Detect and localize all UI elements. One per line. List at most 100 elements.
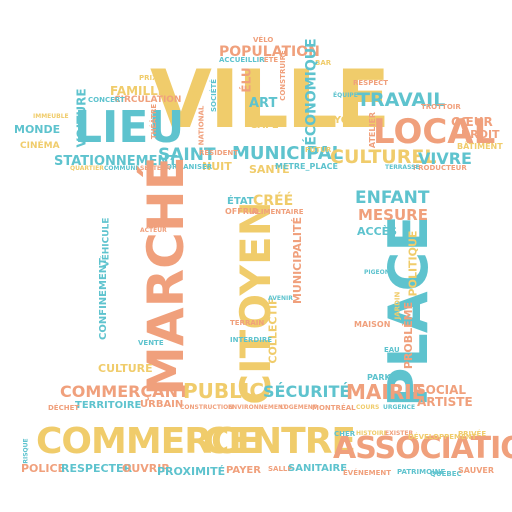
word-ouvrir: OUVRIR bbox=[122, 462, 170, 475]
word-logement: LOGEMENT bbox=[280, 404, 317, 411]
word-travail: TRAVAIL bbox=[357, 89, 446, 111]
word-famille: FAMILLE bbox=[110, 84, 167, 98]
word-mesure: MESURE bbox=[358, 206, 428, 224]
word-police: POLICE bbox=[21, 462, 66, 475]
word-ecole: ÉCOLE bbox=[191, 82, 200, 109]
word-sanitaire: SANITAIRE bbox=[288, 463, 348, 474]
word-economique: ÉCONOMIQUE bbox=[303, 38, 320, 146]
word-trottoir: TROTTOIR bbox=[421, 103, 461, 111]
word-cafe: CAFÉ bbox=[250, 120, 279, 131]
word-lyon: LYON bbox=[329, 115, 358, 126]
word-mairie: MAIRIE bbox=[346, 380, 426, 404]
word-culturel: CULTUREL bbox=[330, 146, 437, 168]
word-velo: VÉLO bbox=[253, 36, 274, 44]
word-construction: CONSTRUCTION bbox=[180, 404, 234, 411]
word-enfant: ENFANT bbox=[355, 188, 430, 208]
word-societe: SOCIÉTÉ bbox=[210, 78, 219, 113]
word-environnement: ENVIRONNEMENT bbox=[228, 404, 288, 411]
word-montreal: MONTRÉAL bbox=[312, 404, 356, 412]
word-batiment: BÂTIMENT bbox=[457, 142, 503, 151]
word-pigeon: PIGEON bbox=[364, 269, 390, 276]
word-immeuble: IMMEUBLE bbox=[33, 113, 69, 120]
word-acteur: ACTEUR bbox=[140, 227, 167, 234]
word-stationnement: STATIONNEMENT bbox=[54, 154, 178, 169]
word-dechet: DÉCHET bbox=[48, 404, 80, 412]
word-respect: RESPECT bbox=[353, 79, 389, 87]
word-eau: EAU bbox=[384, 346, 400, 354]
word-histoire: HISTOIRE bbox=[356, 430, 388, 437]
word-atelier: ATELIER bbox=[368, 111, 378, 149]
word-circulation: CIRCULATION bbox=[114, 95, 182, 105]
word-population: POPULATION bbox=[219, 44, 320, 60]
word-municipal: MUNICIPAL bbox=[232, 143, 344, 164]
word-cinema: CINÉMA bbox=[20, 141, 60, 151]
word-offrir: OFFRIR bbox=[225, 207, 259, 216]
word-terrain: TERRAIN bbox=[230, 319, 265, 327]
word-patrimoine: PATRIMOINE bbox=[397, 468, 446, 476]
word-coeur: CŒUR bbox=[451, 115, 493, 129]
word-territoire: TERRITOIRE bbox=[75, 400, 142, 411]
word-theatre: THÉÂTRE bbox=[150, 103, 159, 140]
word-risque: RISQUE bbox=[22, 438, 30, 464]
word-national: NATIONAL bbox=[197, 105, 206, 146]
word-producteur: PRODUCTEUR bbox=[413, 164, 467, 172]
word-association: ASSOCIATION bbox=[333, 431, 512, 466]
word-quartier: QUARTIER bbox=[70, 165, 104, 172]
word-urbain: URBAIN bbox=[140, 399, 184, 410]
word-parking: PARKING bbox=[367, 373, 407, 382]
word-politique: POLITIQUE bbox=[406, 230, 420, 297]
word-ville: VILLE bbox=[150, 53, 390, 146]
word-monde: MONDE bbox=[14, 123, 61, 136]
word-saint: SAINT bbox=[158, 145, 216, 165]
word-sauver: SAUVER bbox=[458, 466, 495, 475]
word-centre: CENTRE bbox=[203, 421, 356, 462]
word-evenement: ÉVÉNEMENT bbox=[343, 469, 392, 477]
word-commune: COMMUNE bbox=[104, 165, 140, 172]
word-lieu: LIEU bbox=[74, 102, 185, 153]
word-vente: VENTE bbox=[138, 339, 164, 347]
word-alimentaire: ALIMENTAIRE bbox=[251, 208, 304, 216]
word-futur: FUTUR bbox=[305, 146, 332, 154]
word-respecter: RESPECTER bbox=[61, 462, 133, 475]
word-prix: PRIX bbox=[139, 74, 158, 82]
word-marche: MARCHÉ bbox=[136, 156, 195, 396]
word-collectif: COLLECTIF bbox=[266, 297, 280, 364]
word-public: PUBLIC bbox=[183, 379, 265, 403]
word-proximite: PROXIMITÉ bbox=[157, 465, 226, 478]
word-voiture: VOITURE bbox=[74, 88, 89, 148]
word-social: SOCIAL bbox=[417, 383, 467, 397]
word-fete: FÊTE bbox=[259, 56, 279, 64]
word-interdire: INTERDIRE bbox=[230, 336, 272, 344]
word-acces: ACCÈS bbox=[357, 225, 398, 238]
word-accueillir: ACCUEILLIR bbox=[219, 56, 265, 64]
word-local: LOCAL bbox=[373, 112, 496, 152]
word-exister: EXISTER bbox=[385, 430, 414, 437]
word-commerce: COMMERCE bbox=[36, 421, 261, 462]
word-construire: CONSTRUIRE bbox=[278, 50, 287, 101]
word-urgence: URGENCE bbox=[383, 404, 416, 411]
word-developpement: DÉVELOPPEMENT bbox=[408, 433, 477, 441]
word-municipalite: MUNICIPALITÉ bbox=[291, 216, 305, 305]
word-salle: SALLE bbox=[268, 465, 293, 473]
word-jardin: JARDIN bbox=[393, 291, 402, 320]
word-resident: RÉSIDENT bbox=[199, 149, 239, 157]
word-organiser: ORGANISER bbox=[166, 163, 213, 171]
word-avenir: AVENIR bbox=[268, 295, 293, 302]
word-secteur: SECTEUR bbox=[140, 165, 171, 172]
word-bar: BAR bbox=[315, 59, 332, 67]
word-elu: ÉLU bbox=[239, 67, 254, 93]
word-artiste: ARTISTE bbox=[417, 395, 473, 409]
word-cher: CHER bbox=[334, 430, 356, 438]
word-sante: SANTÉ bbox=[249, 163, 290, 176]
word-terrasse: TERRASSE bbox=[385, 164, 420, 171]
word-confinement: CONFINEMENT bbox=[97, 258, 109, 340]
word-nuit: NUIT bbox=[202, 160, 232, 173]
word-commercant: COMMERÇANT bbox=[60, 382, 189, 401]
word-droit: DROIT bbox=[461, 128, 500, 141]
word-equipe: ÉQUIPE bbox=[333, 92, 358, 99]
word-vivre: VIVRE bbox=[418, 149, 472, 168]
word-cours: COURS bbox=[356, 404, 380, 411]
word-etat: ÉTAT bbox=[227, 196, 254, 207]
word-art: ART bbox=[249, 96, 278, 111]
